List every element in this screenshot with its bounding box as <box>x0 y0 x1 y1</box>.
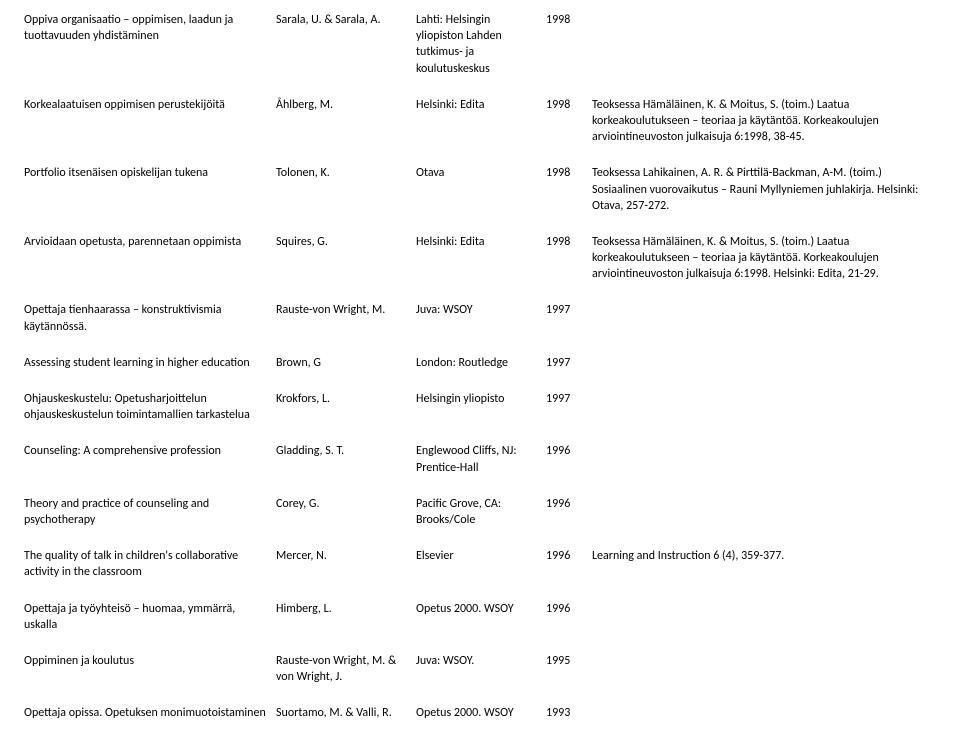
title-cell: Counseling: A comprehensive profession <box>24 437 276 489</box>
publisher-cell: Lahti: Helsingin yliopiston Lahden tutki… <box>416 6 546 91</box>
table-row: Theory and practice of counseling and ps… <box>24 490 936 542</box>
table-row: Opettaja opissa. Opetuksen monimuotoista… <box>24 699 936 735</box>
author-cell: Krokfors, L. <box>276 385 416 437</box>
publisher-cell: Helsinki: Edita <box>416 228 546 297</box>
title-cell: Oppiva organisaatio – oppimisen, laadun … <box>24 6 276 91</box>
year-cell: 1995 <box>546 647 592 699</box>
publisher-cell: Elsevier <box>416 542 546 594</box>
document-page: Oppiva organisaatio – oppimisen, laadun … <box>0 0 960 755</box>
title-cell: Opettaja tienhaarassa – konstruktivismia… <box>24 296 276 348</box>
table-row: Oppiva organisaatio – oppimisen, laadun … <box>24 6 936 91</box>
year-cell: 1997 <box>546 385 592 437</box>
notes-cell: Learning and Instruction 6 (4), 359-377. <box>592 542 936 594</box>
publisher-cell: Helsinki: Edita <box>416 91 546 160</box>
year-cell: 1997 <box>546 296 592 348</box>
year-cell: 1996 <box>546 437 592 489</box>
author-cell: Gladding, S. T. <box>276 437 416 489</box>
title-cell: Opettaja ja työyhteisö – huomaa, ymmärrä… <box>24 595 276 647</box>
author-cell: Brown, G <box>276 349 416 385</box>
notes-cell: Teoksessa Hämäläinen, K. & Moitus, S. (t… <box>592 228 936 297</box>
author-cell: Åhlberg, M. <box>276 91 416 160</box>
publisher-cell: Opetus 2000. WSOY <box>416 699 546 735</box>
year-cell: 1996 <box>546 595 592 647</box>
author-cell: Suortamo, M. & Valli, R. <box>276 699 416 735</box>
notes-cell <box>592 6 936 91</box>
author-cell: Corey, G. <box>276 490 416 542</box>
table-row: Opettaja tienhaarassa – konstruktivismia… <box>24 296 936 348</box>
year-cell: 1998 <box>546 159 592 228</box>
publisher-cell: London: Routledge <box>416 349 546 385</box>
publisher-cell: Pacific Grove, CA: Brooks/Cole <box>416 490 546 542</box>
title-cell: Theory and practice of counseling and ps… <box>24 490 276 542</box>
year-cell: 1998 <box>546 228 592 297</box>
title-cell: Opettaja opissa. Opetuksen monimuotoista… <box>24 699 276 735</box>
title-cell: Ohjauskeskustelu: Opetusharjoittelun ohj… <box>24 385 276 437</box>
title-cell: The quality of talk in children's collab… <box>24 542 276 594</box>
author-cell: Mercer, N. <box>276 542 416 594</box>
notes-cell: Teoksessa Hämäläinen, K. & Moitus, S. (t… <box>592 91 936 160</box>
table-row: Assessing student learning in higher edu… <box>24 349 936 385</box>
author-cell: Tolonen, K. <box>276 159 416 228</box>
year-cell: 1996 <box>546 542 592 594</box>
notes-cell <box>592 385 936 437</box>
publisher-cell: Otava <box>416 159 546 228</box>
table-row: Counseling: A comprehensive professionGl… <box>24 437 936 489</box>
notes-cell <box>592 647 936 699</box>
table-row: Arvioidaan opetusta, parennetaan oppimis… <box>24 228 936 297</box>
author-cell: Sarala, U. & Sarala, A. <box>276 6 416 91</box>
table-row: Korkealaatuisen oppimisen perustekijöitä… <box>24 91 936 160</box>
publisher-cell: Juva: WSOY <box>416 296 546 348</box>
publisher-cell: Helsingin yliopisto <box>416 385 546 437</box>
notes-cell <box>592 437 936 489</box>
table-row: Ohjauskeskustelu: Opetusharjoittelun ohj… <box>24 385 936 437</box>
year-cell: 1998 <box>546 91 592 160</box>
title-cell: Korkealaatuisen oppimisen perustekijöitä <box>24 91 276 160</box>
references-table: Oppiva organisaatio – oppimisen, laadun … <box>24 6 936 735</box>
author-cell: Himberg, L. <box>276 595 416 647</box>
author-cell: Squires, G. <box>276 228 416 297</box>
notes-cell <box>592 296 936 348</box>
year-cell: 1996 <box>546 490 592 542</box>
author-cell: Rauste-von Wright, M. & von Wright, J. <box>276 647 416 699</box>
notes-cell <box>592 490 936 542</box>
author-cell: Rauste-von Wright, M. <box>276 296 416 348</box>
publisher-cell: Juva: WSOY. <box>416 647 546 699</box>
table-row: Opettaja ja työyhteisö – huomaa, ymmärrä… <box>24 595 936 647</box>
title-cell: Portfolio itsenäisen opiskelijan tukena <box>24 159 276 228</box>
table-row: Portfolio itsenäisen opiskelijan tukenaT… <box>24 159 936 228</box>
year-cell: 1998 <box>546 6 592 91</box>
publisher-cell: Opetus 2000. WSOY <box>416 595 546 647</box>
title-cell: Assessing student learning in higher edu… <box>24 349 276 385</box>
table-row: Oppiminen ja koulutusRauste-von Wright, … <box>24 647 936 699</box>
year-cell: 1997 <box>546 349 592 385</box>
notes-cell <box>592 699 936 735</box>
year-cell: 1993 <box>546 699 592 735</box>
title-cell: Arvioidaan opetusta, parennetaan oppimis… <box>24 228 276 297</box>
title-cell: Oppiminen ja koulutus <box>24 647 276 699</box>
publisher-cell: Englewood Cliffs, NJ: Prentice-Hall <box>416 437 546 489</box>
notes-cell <box>592 595 936 647</box>
notes-cell: Teoksessa Lahikainen, A. R. & Pirttilä-B… <box>592 159 936 228</box>
table-row: The quality of talk in children's collab… <box>24 542 936 594</box>
notes-cell <box>592 349 936 385</box>
